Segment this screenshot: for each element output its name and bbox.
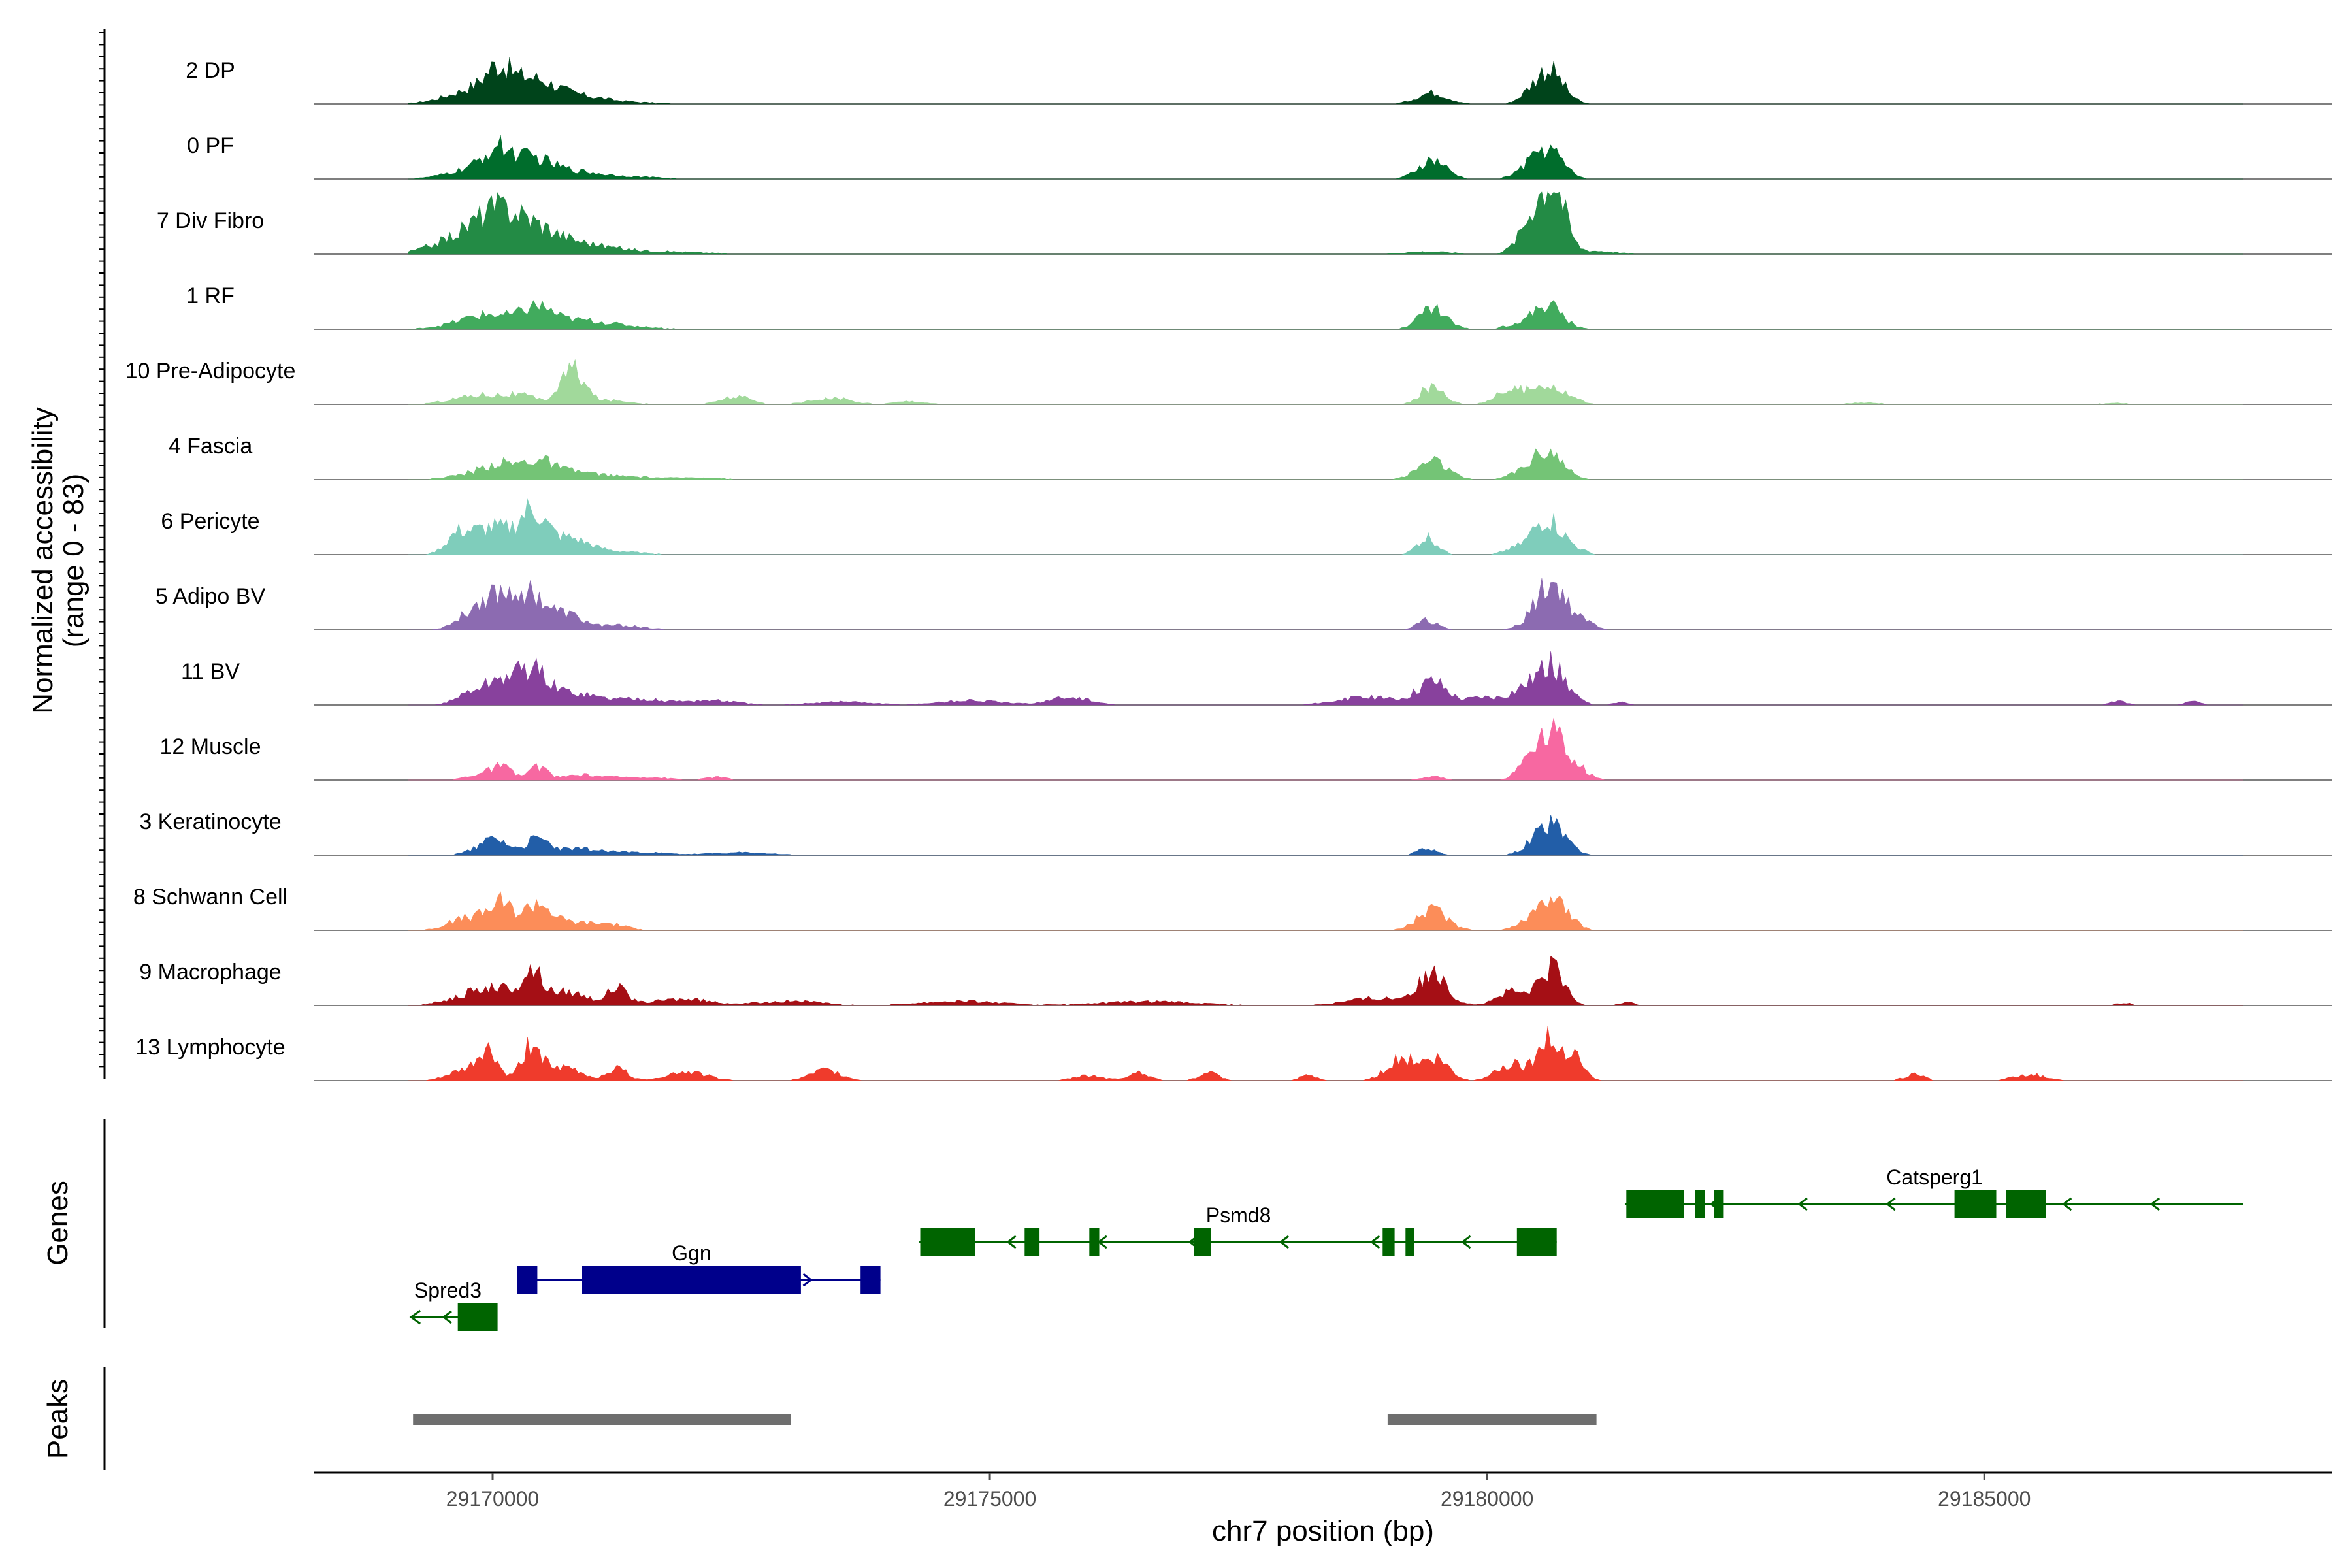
track-6: 6 Pericyte (161, 498, 2332, 555)
coverage-area (408, 578, 2243, 630)
track-label: 7 Div Fibro (157, 208, 264, 233)
coverage-area (408, 359, 2243, 405)
track-8: 11 BV (181, 651, 2332, 706)
gene-label: Spred3 (414, 1279, 482, 1302)
track-9: 12 Muscle (160, 717, 2332, 781)
strand-chevron (802, 1273, 813, 1287)
track-label: 9 Macrophage (139, 960, 281, 985)
x-tick-label: 29180000 (1441, 1487, 1533, 1511)
strand-chevron (2149, 1197, 2161, 1211)
x-axis-title: chr7 position (bp) (1212, 1515, 1434, 1547)
coverage-area (408, 651, 2243, 706)
track-label: 0 PF (187, 133, 234, 158)
track-label: 8 Schwann Cell (133, 885, 287, 909)
track-4: 10 Pre-Adipocyte (125, 359, 2332, 405)
gene-psmd8: Psmd8 (918, 1203, 1557, 1256)
accessibility-tracks: 2 DP 0 PF 7 Div Fibro 1 RF 10 Pre-Adipocyte 4… (125, 57, 2332, 1081)
gene-ggn: Ggn (517, 1241, 881, 1294)
exon (517, 1266, 538, 1294)
peak-region (1387, 1414, 1597, 1425)
strand-chevron (2061, 1197, 2072, 1211)
exon (457, 1303, 498, 1331)
genes-panel-label: Genes (42, 1181, 74, 1266)
track-label: 5 Adipo BV (155, 584, 266, 609)
strand-chevron (442, 1310, 452, 1324)
track-label: 1 RF (186, 284, 235, 308)
coverage-area (408, 1026, 2243, 1081)
strand-arrowhead (409, 1309, 421, 1325)
track-11: 8 Schwann Cell (133, 885, 2332, 931)
track-label: 11 BV (181, 659, 240, 684)
exon (582, 1266, 801, 1294)
strand-chevron (1886, 1197, 1896, 1211)
exon (1405, 1228, 1414, 1256)
track-0: 2 DP (186, 57, 2332, 105)
strand-chevron (1369, 1235, 1380, 1249)
coverage-area (408, 191, 2243, 255)
track-12: 9 Macrophage (139, 955, 2332, 1006)
genes-panel: Genes Spred3 Ggn Psmd8 Catsperg1 (42, 1119, 2244, 1331)
track-label: 3 Keratinocyte (139, 809, 281, 834)
gene-catsperg1: Catsperg1 (1624, 1166, 2244, 1218)
coverage-area (408, 135, 2243, 180)
track-7: 5 Adipo BV (155, 578, 2332, 630)
exon (1695, 1190, 1705, 1218)
strand-chevron (1797, 1197, 1808, 1211)
gene-label: Ggn (672, 1241, 711, 1265)
track-label: 12 Muscle (160, 734, 261, 759)
exon (1714, 1190, 1724, 1218)
track-3: 1 RF (186, 284, 2332, 330)
track-2: 7 Div Fibro (157, 191, 2332, 255)
coverage-area (408, 717, 2243, 781)
coverage-area (408, 57, 2243, 105)
y-axis-title-line1: Normalized accessibility (27, 407, 59, 713)
exon (1089, 1228, 1100, 1256)
exon (1382, 1228, 1395, 1256)
track-label: 2 DP (186, 58, 235, 83)
track-label: 10 Pre-Adipocyte (125, 359, 296, 384)
exon (860, 1266, 881, 1294)
exon (1954, 1190, 1997, 1218)
gene-label: Catsperg1 (1886, 1166, 1983, 1189)
y-axis-title-line2: (range 0 - 83) (57, 474, 90, 648)
track-13: 13 Lymphocyte (135, 1026, 2332, 1081)
strand-chevron (1461, 1235, 1471, 1249)
coverage-area (408, 448, 2243, 480)
exon (2006, 1190, 2046, 1218)
x-tick-label: 29170000 (446, 1487, 539, 1511)
track-5: 4 Fascia (169, 434, 2332, 480)
x-tick-label: 29185000 (1938, 1487, 2031, 1511)
coverage-area (408, 955, 2243, 1006)
exon (1194, 1228, 1211, 1256)
track-label: 13 Lymphocyte (135, 1035, 285, 1060)
track-1: 0 PF (187, 133, 2332, 180)
x-axis: 29170000 29175000 29180000 29185000 chr7 po… (314, 1471, 2332, 1547)
gene-label: Psmd8 (1206, 1203, 1271, 1227)
coverage-area (408, 300, 2243, 330)
strand-chevron (1006, 1235, 1017, 1249)
track-y-axis (99, 29, 106, 1079)
coverage-area (408, 498, 2243, 555)
exon (920, 1228, 975, 1256)
exon (1024, 1228, 1040, 1256)
peaks-panel-label: Peaks (42, 1379, 74, 1459)
coverage-area (408, 891, 2243, 931)
strand-chevron (1279, 1235, 1290, 1249)
exon (1626, 1190, 1684, 1218)
exon (1516, 1228, 1557, 1256)
track-label: 6 Pericyte (161, 509, 259, 534)
peaks-panel: Peaks (42, 1367, 1597, 1470)
track-10: 3 Keratinocyte (139, 809, 2332, 856)
coverage-area (408, 815, 2243, 856)
track-label: 4 Fascia (169, 434, 253, 459)
x-tick-label: 29175000 (943, 1487, 1036, 1511)
gene-spred3: Spred3 (409, 1279, 498, 1331)
peak-region (413, 1414, 791, 1425)
